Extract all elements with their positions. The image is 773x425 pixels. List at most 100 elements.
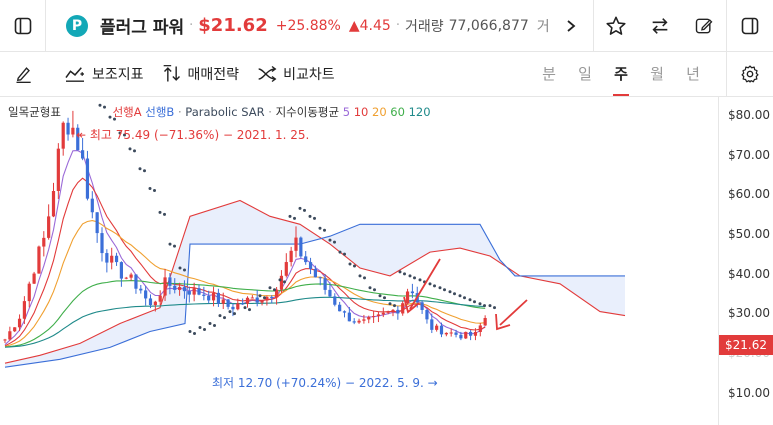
panel-icon (741, 17, 759, 34)
sar-dot (263, 296, 266, 300)
sar-dot (288, 214, 292, 218)
sar-dot (408, 274, 412, 278)
sar-dot (138, 167, 142, 171)
sar-dot (268, 286, 272, 290)
candle-body (449, 332, 453, 334)
sar-dot (368, 286, 372, 290)
candle-body (13, 327, 17, 332)
candle-body (362, 319, 366, 321)
sar-dot (158, 210, 162, 214)
period-year-tab[interactable]: 년 (686, 65, 700, 83)
draw-tool-button[interactable] (14, 64, 34, 84)
scroll-right-button[interactable] (549, 0, 593, 51)
compare-chart-button[interactable]: 비교차트 (257, 64, 335, 84)
panel-toggle-button[interactable] (727, 0, 773, 51)
period-week-tab[interactable]: 주 (603, 52, 639, 96)
candle-body (367, 317, 371, 320)
swap-button[interactable] (638, 0, 682, 51)
span-b-label: 선행B (145, 105, 175, 119)
y-tick-70: $70.00 (728, 148, 770, 162)
ema5-label: 5 (342, 105, 351, 119)
stock-header: P 플러그 파워 · $21.62 +25.88% ▲4.45 · 거래량 77… (46, 13, 566, 38)
sar-dot (333, 240, 336, 244)
sidebar-toggle-button[interactable] (0, 0, 46, 51)
candle-body (119, 262, 123, 279)
candle-body (289, 250, 293, 263)
sar-dot (468, 298, 472, 302)
high-annotation-text: 최고 75.49 (−71.36%) − 2021. 1. 25. (89, 128, 310, 142)
candle-body (134, 274, 138, 289)
sar-dot (453, 292, 456, 296)
indicators-button[interactable]: 보조지표 (64, 64, 144, 84)
edit-button[interactable] (682, 0, 726, 51)
sar-dot (363, 276, 366, 280)
sar-dot (318, 226, 322, 230)
sar-dot (438, 286, 442, 290)
candle-body (22, 301, 26, 319)
candle-body (61, 122, 65, 149)
candle-body (236, 303, 240, 310)
volume-label: 거래량 (404, 18, 444, 35)
y-tick-10: $10.00 (728, 386, 770, 400)
swap-arrows-icon (652, 17, 668, 34)
sar-dot (103, 105, 106, 109)
sar-dot (418, 278, 422, 282)
favorite-button[interactable] (594, 0, 638, 51)
candle-body (182, 287, 187, 292)
sar-dot (358, 274, 362, 278)
candle-body (396, 309, 400, 314)
sar-dot (128, 147, 132, 151)
strategy-arrows-icon (163, 65, 180, 82)
ema-10-line (4, 177, 486, 347)
sar-dot (143, 169, 146, 173)
sar-dot (313, 216, 316, 220)
candle-body (245, 297, 250, 304)
sar-dot (433, 284, 436, 288)
sar-dot (188, 329, 192, 333)
sar-dot (488, 304, 492, 308)
chart-settings-button[interactable] (726, 52, 773, 96)
sar-dot (163, 212, 166, 216)
candle-body (42, 237, 46, 247)
sar-dot (303, 208, 306, 212)
candle-body (207, 295, 211, 301)
candle-body (352, 321, 356, 323)
candle-body (299, 237, 303, 257)
candle-body (435, 325, 439, 330)
candle-body (148, 298, 153, 306)
candle-body (105, 253, 109, 263)
candle-body (405, 291, 410, 304)
sar-dot (273, 288, 276, 292)
ichimoku-cloud (5, 200, 625, 368)
trading-strategy-button[interactable]: 매매전략 (162, 64, 239, 84)
period-minute-tab[interactable]: 분 (542, 65, 556, 83)
sar-dot (353, 264, 356, 268)
sar-dot (173, 244, 176, 248)
star-icon (606, 16, 626, 35)
sar-dot (193, 331, 196, 335)
sar-dot (448, 290, 452, 294)
candle-body (464, 331, 468, 339)
sar-dot (398, 270, 402, 274)
candle-body (95, 212, 99, 234)
candle-body (255, 297, 259, 303)
sar-dot (213, 324, 216, 328)
candle-body (372, 316, 376, 318)
period-month-tab[interactable]: 월 (650, 65, 664, 83)
candle-body (139, 288, 143, 291)
sar-dot (278, 278, 282, 282)
period-day-tab[interactable]: 일 (578, 65, 592, 83)
candle-body (328, 289, 332, 297)
period-selector: 분 일 주 월 년 (531, 52, 711, 96)
candle-body (3, 339, 7, 341)
sar-dot (428, 282, 432, 286)
candle-body (110, 255, 114, 263)
sar-dot (478, 302, 482, 306)
span-b-line (4, 223, 625, 368)
ema-60-line (4, 280, 486, 348)
sar-dot (458, 294, 462, 298)
candle-body (37, 246, 41, 274)
stock-price: $21.62 (198, 15, 268, 36)
price-chart[interactable] (0, 97, 773, 425)
candle-body (357, 320, 361, 323)
